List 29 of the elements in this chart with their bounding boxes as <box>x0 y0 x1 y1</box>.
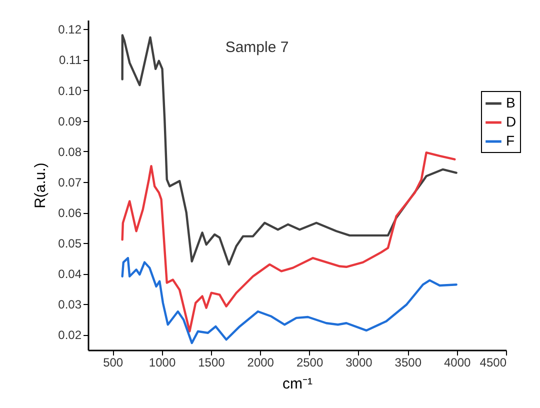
y-tick-label: 0.11 <box>59 53 82 68</box>
y-tick-label: 0.10 <box>58 84 82 98</box>
y-tick-label: 0.09 <box>58 114 82 128</box>
x-tick-label: 2000 <box>247 356 274 370</box>
y-tick-label: 0.06 <box>58 206 82 220</box>
x-tick-label: 500 <box>103 356 124 370</box>
x-tick-label: 1500 <box>198 356 226 370</box>
line-series <box>121 34 458 266</box>
x-tick-label: 3000 <box>346 356 373 370</box>
y-tick-label: 0.05 <box>58 236 82 251</box>
y-tick-label: 0.12 <box>58 22 82 37</box>
legend-label: D <box>506 114 516 130</box>
y-tick-label: 0.08 <box>58 144 82 159</box>
x-axis-title: cm⁻¹ <box>282 376 312 392</box>
x-tick-label: 4500 <box>480 356 507 370</box>
legend-label: F <box>506 132 515 148</box>
y-tick-label: 0.02 <box>58 328 82 342</box>
legend-label: B <box>506 94 516 110</box>
x-tick-label: 3500 <box>394 356 422 370</box>
y-tick-label: 0.04 <box>58 267 82 282</box>
y-tick-label: 0.07 <box>58 175 82 190</box>
line-series <box>121 256 458 344</box>
text: Sample 7 <box>225 39 289 56</box>
x-tick-label: 4000 <box>444 356 471 370</box>
y-tick-label: 0.03 <box>58 298 82 312</box>
x-tick-label: 1000 <box>148 356 176 370</box>
x-tick-label: 2500 <box>296 356 324 370</box>
y-axis-title: R(a.u.) <box>32 162 50 208</box>
line-series <box>121 152 456 332</box>
